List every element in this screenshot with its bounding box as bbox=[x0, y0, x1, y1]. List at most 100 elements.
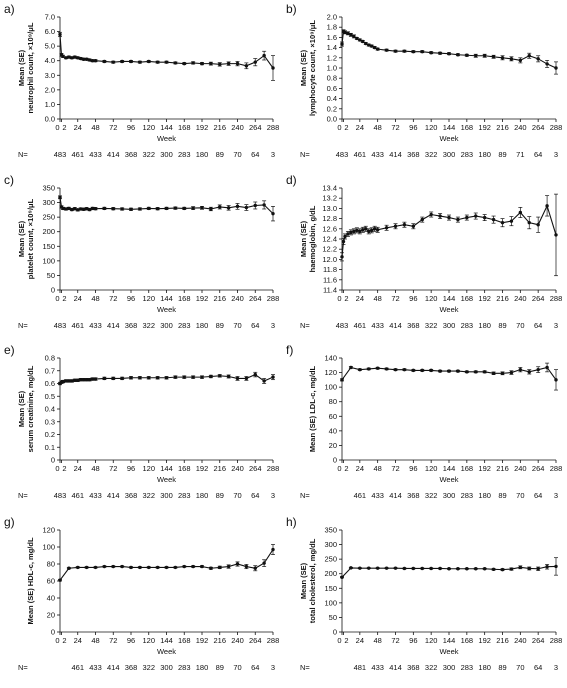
data-point bbox=[482, 567, 487, 571]
data-point bbox=[182, 61, 186, 66]
panel-label: g) bbox=[4, 515, 15, 529]
x-tick-label: 96 bbox=[409, 464, 417, 473]
x-tick-label: 216 bbox=[496, 636, 509, 645]
x-tick-label: 96 bbox=[127, 294, 135, 303]
y-tick-label: 120 bbox=[324, 368, 337, 377]
data-point bbox=[173, 206, 178, 210]
data-point bbox=[349, 33, 353, 37]
data-point bbox=[138, 376, 142, 380]
n-value: 64 bbox=[251, 663, 259, 672]
n-value: 300 bbox=[160, 321, 173, 330]
panel-e: e) 0 0.1 0.2 0.3 0.4 0.5 0.6 0.7 0.8 0 2 24 48 72 96 120… bbox=[4, 343, 279, 500]
x-tick-label: 240 bbox=[231, 294, 244, 303]
y-axis-label: platelet count, ×10⁹/μL bbox=[26, 198, 35, 279]
n-value: 64 bbox=[251, 491, 259, 500]
data-point bbox=[235, 61, 240, 66]
n-value: 180 bbox=[196, 663, 209, 672]
y-axis-label: Mean (SE) LDL-c, mg/dL bbox=[308, 365, 317, 452]
data-point bbox=[491, 217, 496, 222]
data-point bbox=[474, 54, 478, 58]
x-tick-label: 240 bbox=[231, 636, 244, 645]
x-tick-label: 2 bbox=[62, 636, 66, 645]
x-tick-label: 192 bbox=[196, 294, 209, 303]
data-point bbox=[111, 206, 115, 211]
n-value: 70 bbox=[233, 321, 241, 330]
y-tick-label: 13.2 bbox=[322, 194, 337, 203]
data-point bbox=[84, 206, 89, 211]
data-point bbox=[81, 57, 86, 61]
data-point bbox=[87, 377, 92, 382]
y-tick-label: 300 bbox=[42, 198, 55, 207]
y-tick-label: 0.2 bbox=[327, 104, 337, 113]
data-point bbox=[155, 376, 160, 380]
n-value: 64 bbox=[534, 491, 542, 500]
data-point bbox=[554, 378, 558, 382]
x-tick-label: 168 bbox=[178, 464, 191, 473]
data-point bbox=[70, 207, 74, 212]
data-point bbox=[349, 230, 353, 235]
data-point bbox=[352, 229, 356, 234]
n-value: 283 bbox=[178, 321, 191, 330]
data-point bbox=[79, 56, 83, 61]
data-point bbox=[438, 214, 442, 218]
data-point bbox=[61, 206, 65, 211]
x-tick-label: 168 bbox=[461, 294, 474, 303]
data-point bbox=[200, 375, 204, 379]
n-value: 64 bbox=[534, 663, 542, 672]
x-tick-label: 24 bbox=[74, 123, 82, 132]
data-point bbox=[120, 59, 124, 64]
y-tick-label: 0.8 bbox=[327, 74, 337, 83]
data-point bbox=[500, 567, 505, 572]
x-tick-label: 72 bbox=[109, 123, 117, 132]
x-tick-label: 288 bbox=[267, 464, 280, 473]
n-value: 3 bbox=[554, 150, 558, 159]
data-point bbox=[429, 566, 433, 571]
data-point bbox=[73, 378, 77, 383]
panel-h: h) 0 50 100 150 200 250 300 350 0 2 24 48 72 96 120 144 1… bbox=[286, 515, 562, 672]
n-value: 414 bbox=[389, 663, 402, 672]
n-value: 180 bbox=[196, 321, 209, 330]
data-point bbox=[173, 565, 178, 570]
x-tick-label: 0 bbox=[55, 636, 59, 645]
x-axis-label: Week bbox=[157, 475, 176, 484]
data-point bbox=[262, 203, 266, 207]
y-tick-label: 80 bbox=[47, 560, 55, 569]
data-point bbox=[346, 232, 350, 236]
data-point bbox=[364, 227, 368, 231]
n-value: 64 bbox=[534, 150, 542, 159]
n-value: 433 bbox=[89, 150, 102, 159]
n-value: 3 bbox=[554, 321, 558, 330]
n-value: 180 bbox=[478, 150, 491, 159]
data-point bbox=[429, 368, 433, 373]
n-label: N= bbox=[300, 150, 310, 159]
y-tick-label: 2.0 bbox=[45, 85, 55, 94]
x-tick-label: 288 bbox=[267, 123, 280, 132]
data-point bbox=[500, 220, 505, 225]
data-point bbox=[70, 379, 74, 383]
x-tick-label: 96 bbox=[409, 636, 417, 645]
n-value: 414 bbox=[389, 491, 402, 500]
n-value: 483 bbox=[54, 491, 67, 500]
n-value: 414 bbox=[389, 321, 402, 330]
y-tick-label: 12.0 bbox=[322, 255, 337, 264]
n-value: 483 bbox=[54, 150, 67, 159]
data-point bbox=[527, 566, 531, 571]
data-point bbox=[64, 379, 68, 383]
x-tick-label: 288 bbox=[267, 294, 280, 303]
data-point bbox=[58, 578, 62, 582]
x-tick-label: 264 bbox=[249, 464, 262, 473]
y-tick-label: 40 bbox=[329, 426, 337, 435]
data-point bbox=[375, 366, 380, 370]
n-value: 461 bbox=[71, 321, 84, 330]
y-axis-label: total cholesterol, mg/dL bbox=[308, 538, 317, 623]
n-value: 368 bbox=[407, 150, 420, 159]
x-tick-label: 72 bbox=[391, 636, 399, 645]
data-point bbox=[61, 54, 65, 59]
data-point bbox=[393, 49, 398, 53]
data-point bbox=[340, 575, 344, 579]
series-line bbox=[341, 30, 557, 69]
y-tick-label: 100 bbox=[324, 598, 337, 607]
y-tick-label: 0.4 bbox=[45, 405, 55, 414]
n-value: 300 bbox=[443, 150, 456, 159]
data-point bbox=[271, 375, 275, 379]
